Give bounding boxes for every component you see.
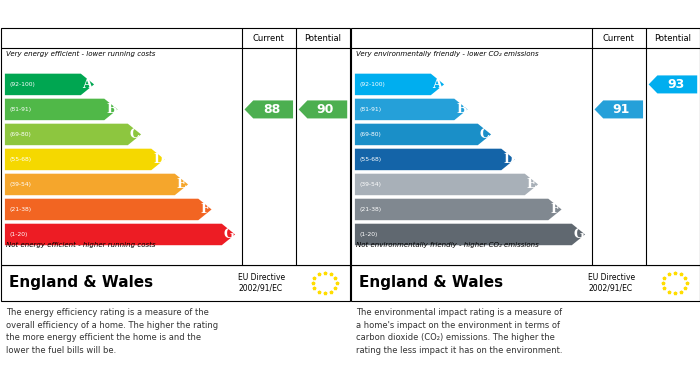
Text: Not environmentally friendly - higher CO₂ emissions: Not environmentally friendly - higher CO…: [356, 242, 539, 248]
Text: The energy efficiency rating is a measure of the
overall efficiency of a home. T: The energy efficiency rating is a measur…: [6, 308, 218, 355]
Polygon shape: [649, 75, 697, 93]
Text: B: B: [456, 103, 467, 116]
Text: (69-80): (69-80): [9, 132, 31, 137]
Text: 90: 90: [317, 103, 334, 116]
Text: G: G: [573, 228, 584, 241]
Text: C: C: [130, 128, 139, 141]
Text: Not energy efficient - higher running costs: Not energy efficient - higher running co…: [6, 242, 155, 248]
Text: (55-68): (55-68): [9, 157, 32, 162]
Text: D: D: [153, 153, 164, 166]
Text: (81-91): (81-91): [359, 107, 382, 112]
Text: (21-38): (21-38): [359, 207, 382, 212]
Text: (55-68): (55-68): [359, 157, 382, 162]
Polygon shape: [355, 174, 538, 195]
Text: The environmental impact rating is a measure of
a home's impact on the environme: The environmental impact rating is a mea…: [356, 308, 562, 355]
Text: Very energy efficient - lower running costs: Very energy efficient - lower running co…: [6, 50, 155, 57]
Text: (92-100): (92-100): [9, 82, 35, 87]
Polygon shape: [355, 149, 514, 170]
Text: 88: 88: [262, 103, 280, 116]
FancyBboxPatch shape: [351, 265, 700, 301]
Text: A: A: [433, 78, 442, 91]
Polygon shape: [5, 199, 211, 220]
Text: Current: Current: [253, 34, 285, 43]
Polygon shape: [355, 124, 491, 145]
Text: 93: 93: [667, 78, 684, 91]
Text: Potential: Potential: [304, 34, 342, 43]
Text: Very environmentally friendly - lower CO₂ emissions: Very environmentally friendly - lower CO…: [356, 50, 538, 57]
Polygon shape: [355, 74, 444, 95]
Text: Current: Current: [603, 34, 635, 43]
Polygon shape: [355, 224, 585, 245]
Text: 91: 91: [612, 103, 630, 116]
Text: England & Wales: England & Wales: [9, 275, 153, 291]
Text: (1-20): (1-20): [359, 232, 377, 237]
Polygon shape: [5, 174, 188, 195]
Text: F: F: [200, 203, 209, 216]
Text: E: E: [176, 178, 186, 191]
Polygon shape: [5, 224, 235, 245]
FancyBboxPatch shape: [1, 28, 350, 265]
Polygon shape: [594, 100, 643, 118]
Text: G: G: [223, 228, 235, 241]
Text: C: C: [480, 128, 489, 141]
Text: E: E: [526, 178, 536, 191]
Text: (81-91): (81-91): [9, 107, 32, 112]
Polygon shape: [355, 199, 561, 220]
Polygon shape: [5, 74, 94, 95]
Text: England & Wales: England & Wales: [359, 275, 503, 291]
Text: Energy Efficiency Rating: Energy Efficiency Rating: [9, 7, 172, 21]
Polygon shape: [355, 99, 468, 120]
FancyBboxPatch shape: [351, 28, 700, 265]
FancyBboxPatch shape: [1, 265, 350, 301]
Polygon shape: [5, 124, 141, 145]
Text: (39-54): (39-54): [9, 182, 31, 187]
Text: (21-38): (21-38): [9, 207, 32, 212]
Polygon shape: [5, 99, 118, 120]
Text: EU Directive
2002/91/EC: EU Directive 2002/91/EC: [238, 273, 286, 292]
Text: EU Directive
2002/91/EC: EU Directive 2002/91/EC: [588, 273, 636, 292]
Text: (39-54): (39-54): [359, 182, 381, 187]
Text: B: B: [106, 103, 117, 116]
Text: Environmental Impact (CO₂) Rating: Environmental Impact (CO₂) Rating: [359, 7, 592, 21]
Text: Potential: Potential: [654, 34, 692, 43]
Text: A: A: [83, 78, 92, 91]
Polygon shape: [299, 100, 347, 118]
Text: (1-20): (1-20): [9, 232, 27, 237]
Text: D: D: [503, 153, 514, 166]
Text: (69-80): (69-80): [359, 132, 381, 137]
Text: F: F: [550, 203, 559, 216]
Polygon shape: [5, 149, 164, 170]
Polygon shape: [244, 100, 293, 118]
Text: (92-100): (92-100): [359, 82, 385, 87]
